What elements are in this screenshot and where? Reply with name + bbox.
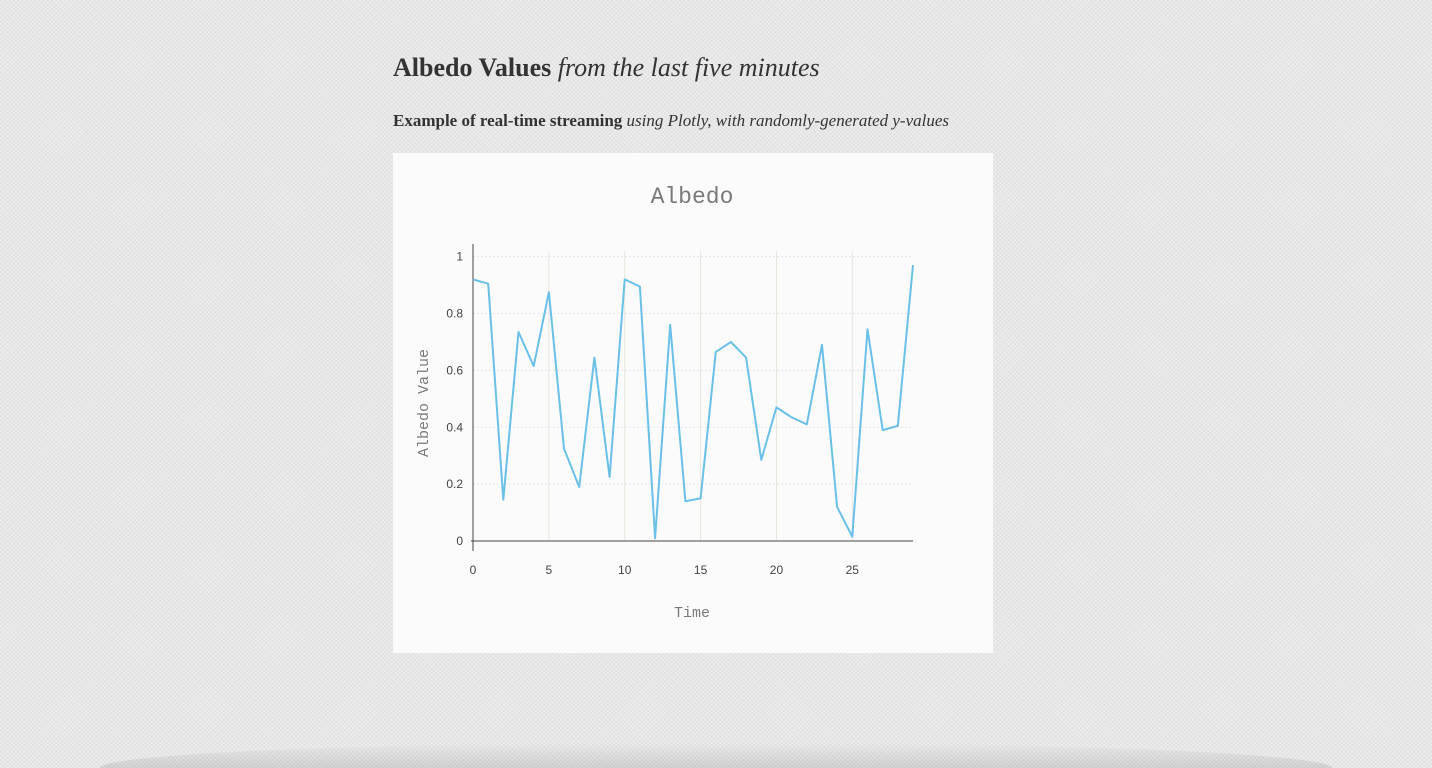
albedo-line-chart[interactable]: 0 5 10 15 20 25 0 0.2 0.4 0.6 0.8 1 Albedo Time Alb… (393, 153, 993, 653)
chart-axes (471, 244, 913, 551)
y-tick-label-0.4: 0.4 (446, 420, 463, 434)
y-tick-label-1: 1 (456, 250, 463, 264)
x-tick-label-10: 10 (618, 563, 632, 577)
x-tick-label-20: 20 (770, 563, 784, 577)
chart-card: 0 5 10 15 20 25 0 0.2 0.4 0.6 0.8 1 Albedo Time Alb… (393, 153, 993, 653)
page-bottom-shadow (100, 742, 1332, 768)
page-title-italic: from the last five minutes (557, 53, 820, 82)
chart-title: Albedo (651, 184, 734, 210)
page-subtitle-italic: using Plotly, with randomly-generated y-… (626, 111, 950, 130)
x-tick-label-25: 25 (846, 563, 860, 577)
x-axis-label: Time (674, 605, 710, 622)
chart-tick-labels: 0 5 10 15 20 25 0 0.2 0.4 0.6 0.8 1 (446, 250, 859, 577)
page-title: Albedo Values from the last five minutes (393, 51, 820, 85)
page-title-bold: Albedo Values (393, 53, 552, 82)
x-tick-label-15: 15 (694, 563, 708, 577)
y-tick-label-0.8: 0.8 (446, 307, 463, 321)
y-tick-label-0: 0 (456, 534, 463, 548)
y-tick-label-0.6: 0.6 (446, 363, 463, 377)
x-tick-label-0: 0 (470, 563, 477, 577)
x-tick-label-5: 5 (546, 563, 553, 577)
page-subtitle-bold: Example of real-time streaming (393, 111, 623, 130)
series-line-albedo[interactable] (472, 265, 914, 540)
y-axis-label: Albedo Value (416, 349, 433, 457)
y-tick-label-0.2: 0.2 (446, 477, 463, 491)
chart-grid (473, 251, 913, 541)
page-subtitle: Example of real-time streaming using Plo… (393, 110, 949, 132)
